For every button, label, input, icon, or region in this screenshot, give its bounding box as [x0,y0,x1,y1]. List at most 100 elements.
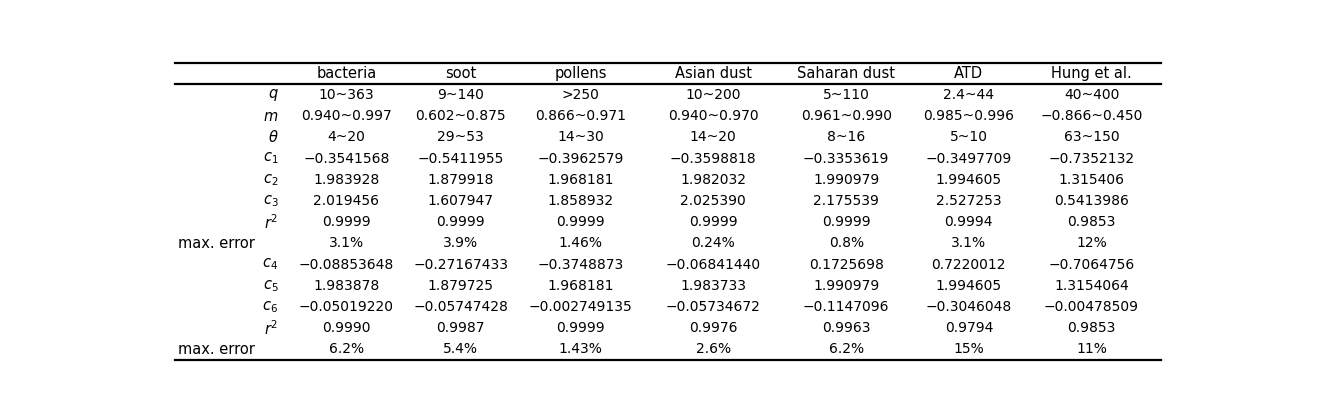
Text: 0.9853: 0.9853 [1067,215,1116,229]
Text: 1.43%: 1.43% [558,342,603,357]
Text: 15%: 15% [954,342,984,357]
Text: 5~10: 5~10 [950,130,988,145]
Text: 1.994605: 1.994605 [935,279,1002,293]
Text: −0.7352132: −0.7352132 [1049,152,1134,166]
Text: 3.9%: 3.9% [443,236,479,251]
Text: 1.607947: 1.607947 [427,194,493,208]
Text: soot: soot [446,66,476,81]
Text: −0.05734672: −0.05734672 [666,300,761,314]
Text: 0.9963: 0.9963 [822,321,871,335]
Text: 1.983928: 1.983928 [313,173,380,187]
Text: 14~20: 14~20 [690,130,737,145]
Text: $r^2$: $r^2$ [264,213,278,232]
Text: 4~20: 4~20 [327,130,365,145]
Text: 2.527253: 2.527253 [936,194,1001,208]
Text: −0.7064756: −0.7064756 [1049,258,1134,272]
Text: 40~400: 40~400 [1064,88,1120,102]
Text: 1.983733: 1.983733 [681,279,747,293]
Text: 10~363: 10~363 [318,88,375,102]
Text: 0.24%: 0.24% [691,236,735,251]
Text: 5.4%: 5.4% [443,342,479,357]
Text: Hung et al.: Hung et al. [1051,66,1132,81]
Text: max. error: max. error [178,342,255,357]
Text: $c_2$: $c_2$ [262,172,278,188]
Text: 1.968181: 1.968181 [547,279,613,293]
Text: $q$: $q$ [268,87,278,103]
Text: 9~140: 9~140 [438,88,484,102]
Text: 0.7220012: 0.7220012 [931,258,1006,272]
Text: 63~150: 63~150 [1063,130,1120,145]
Text: −0.3541568: −0.3541568 [303,152,389,166]
Text: 2.4~44: 2.4~44 [943,88,995,102]
Text: bacteria: bacteria [317,66,376,81]
Text: $c_3$: $c_3$ [262,193,278,209]
Text: ATD: ATD [954,66,984,81]
Text: −0.3046048: −0.3046048 [926,300,1012,314]
Text: 0.940~0.997: 0.940~0.997 [301,109,392,123]
Text: −0.3748873: −0.3748873 [537,258,624,272]
Text: 3.1%: 3.1% [328,236,364,251]
Text: 0.1725698: 0.1725698 [809,258,884,272]
Text: 6.2%: 6.2% [328,342,364,357]
Text: 0.9999: 0.9999 [437,215,485,229]
Text: 0.985~0.996: 0.985~0.996 [923,109,1014,123]
Text: Asian dust: Asian dust [675,66,752,81]
Text: −0.08853648: −0.08853648 [298,258,394,272]
Text: 2.025390: 2.025390 [681,194,747,208]
Text: 2.175539: 2.175539 [814,194,880,208]
Text: 1.982032: 1.982032 [681,173,747,187]
Text: $c_1$: $c_1$ [262,151,278,166]
Text: −0.3962579: −0.3962579 [537,152,624,166]
Text: 1.990979: 1.990979 [813,279,880,293]
Text: 0.9999: 0.9999 [322,215,371,229]
Text: 0.9853: 0.9853 [1067,321,1116,335]
Text: 12%: 12% [1076,236,1107,251]
Text: 0.9999: 0.9999 [822,215,871,229]
Text: 0.602~0.875: 0.602~0.875 [415,109,506,123]
Text: Saharan dust: Saharan dust [797,66,896,81]
Text: 1.983878: 1.983878 [313,279,380,293]
Text: −0.00478509: −0.00478509 [1045,300,1140,314]
Text: pollens: pollens [554,66,607,81]
Text: 0.9994: 0.9994 [944,215,993,229]
Text: 0.9976: 0.9976 [689,321,737,335]
Text: −0.002749135: −0.002749135 [529,300,632,314]
Text: 5~110: 5~110 [823,88,869,102]
Text: $c_4$: $c_4$ [262,257,278,272]
Text: −0.3497709: −0.3497709 [926,152,1012,166]
Text: 0.9987: 0.9987 [437,321,485,335]
Text: 1.968181: 1.968181 [547,173,613,187]
Text: 1.990979: 1.990979 [813,173,880,187]
Text: $m$: $m$ [262,109,278,124]
Text: 14~30: 14~30 [557,130,604,145]
Text: 0.866~0.971: 0.866~0.971 [536,109,627,123]
Text: −0.3598818: −0.3598818 [670,152,757,166]
Text: 0.5413986: 0.5413986 [1054,194,1129,208]
Text: 8~16: 8~16 [827,130,865,145]
Text: >250: >250 [562,88,599,102]
Text: 1.879918: 1.879918 [427,173,495,187]
Text: $c_6$: $c_6$ [262,299,278,315]
Text: −0.5411955: −0.5411955 [418,152,504,166]
Text: $c_5$: $c_5$ [262,278,278,294]
Text: 29~53: 29~53 [438,130,484,145]
Text: 0.9990: 0.9990 [322,321,371,335]
Text: 0.940~0.970: 0.940~0.970 [667,109,758,123]
Text: −0.3353619: −0.3353619 [803,152,889,166]
Text: 1.315406: 1.315406 [1059,173,1125,187]
Text: max. error: max. error [178,236,255,251]
Text: 0.9999: 0.9999 [557,215,604,229]
Text: 1.46%: 1.46% [558,236,603,251]
Text: −0.05747428: −0.05747428 [413,300,508,314]
Text: 1.994605: 1.994605 [935,173,1002,187]
Text: 10~200: 10~200 [686,88,741,102]
Text: 0.9999: 0.9999 [557,321,604,335]
Text: 0.9794: 0.9794 [944,321,993,335]
Text: 2.6%: 2.6% [695,342,731,357]
Text: 11%: 11% [1076,342,1107,357]
Text: 1.858932: 1.858932 [547,194,613,208]
Text: $\theta$: $\theta$ [268,129,278,145]
Text: 6.2%: 6.2% [828,342,864,357]
Text: −0.05019220: −0.05019220 [299,300,394,314]
Text: −0.866~0.450: −0.866~0.450 [1041,109,1142,123]
